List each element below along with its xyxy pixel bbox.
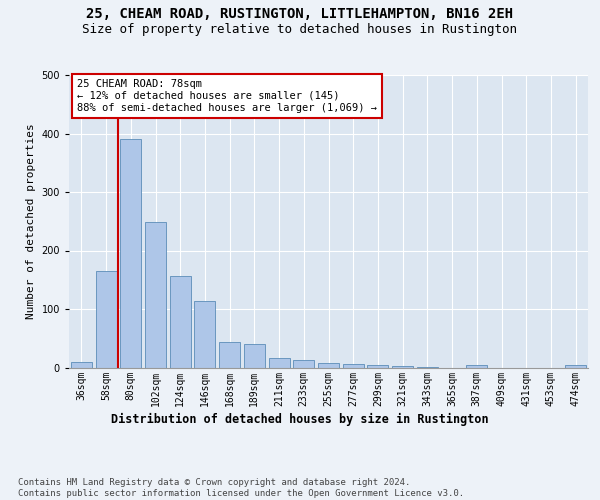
Bar	[145, 222, 166, 368]
Text: 25 CHEAM ROAD: 78sqm
← 12% of detached houses are smaller (145)
88% of semi-deta: 25 CHEAM ROAD: 78sqm ← 12% of detached h…	[77, 80, 377, 112]
Bar	[293, 360, 314, 368]
Bar	[95, 271, 116, 368]
Bar	[466, 365, 487, 368]
Bar	[194, 302, 215, 368]
Bar	[417, 367, 438, 368]
Bar	[219, 342, 240, 367]
Bar	[170, 276, 191, 368]
Bar	[343, 364, 364, 368]
Bar	[565, 365, 586, 368]
Bar	[120, 140, 141, 368]
Bar	[367, 364, 388, 368]
Y-axis label: Number of detached properties: Number of detached properties	[26, 124, 36, 319]
Text: Size of property relative to detached houses in Rustington: Size of property relative to detached ho…	[83, 22, 517, 36]
Text: 25, CHEAM ROAD, RUSTINGTON, LITTLEHAMPTON, BN16 2EH: 25, CHEAM ROAD, RUSTINGTON, LITTLEHAMPTO…	[86, 8, 514, 22]
Text: Distribution of detached houses by size in Rustington: Distribution of detached houses by size …	[111, 412, 489, 426]
Bar	[269, 358, 290, 368]
Bar	[244, 344, 265, 368]
Bar	[392, 366, 413, 368]
Bar	[318, 363, 339, 368]
Bar	[71, 362, 92, 368]
Text: Contains HM Land Registry data © Crown copyright and database right 2024.
Contai: Contains HM Land Registry data © Crown c…	[18, 478, 464, 498]
